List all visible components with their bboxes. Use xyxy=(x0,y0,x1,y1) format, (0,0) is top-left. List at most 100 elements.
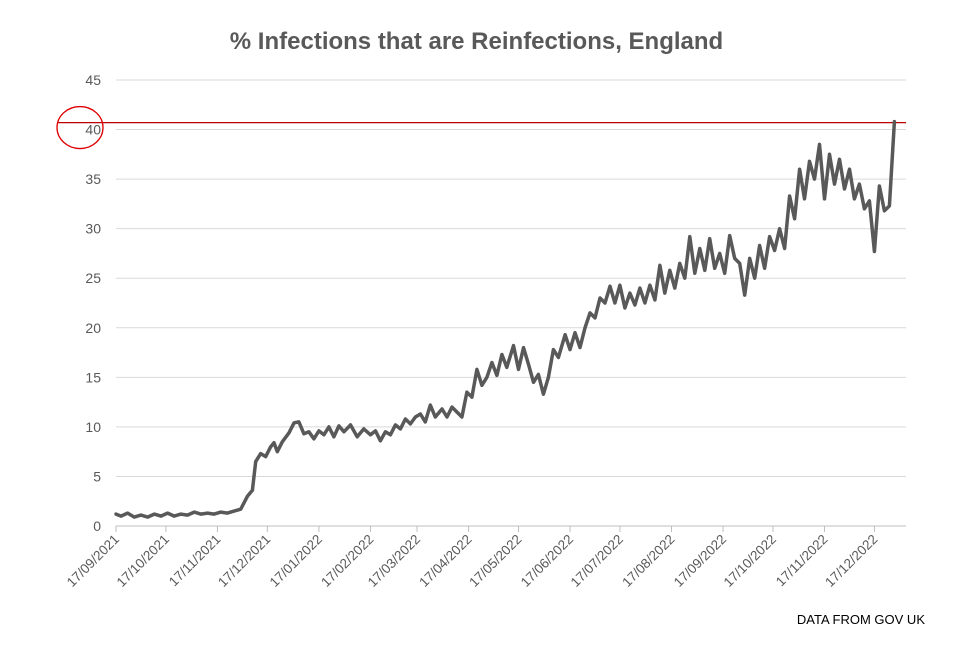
y-tick-label: 20 xyxy=(85,320,101,336)
data-point xyxy=(788,195,791,197)
data-point xyxy=(213,513,216,515)
data-point xyxy=(269,445,272,448)
data-point xyxy=(333,435,335,438)
data-point xyxy=(698,247,701,250)
data-point xyxy=(233,510,236,512)
data-point xyxy=(808,160,811,163)
data-point xyxy=(379,439,382,442)
data-point xyxy=(673,287,676,289)
y-tick-label: 10 xyxy=(85,419,101,435)
data-point xyxy=(738,262,741,265)
data-point xyxy=(409,423,412,425)
chart-title: % Infections that are Reinfections, Engl… xyxy=(229,28,724,55)
data-point xyxy=(456,411,458,413)
y-tick-label: 15 xyxy=(85,369,101,385)
data-point xyxy=(537,373,540,376)
data-point xyxy=(753,277,756,280)
data-point xyxy=(362,428,365,430)
y-tick-label: 5 xyxy=(93,468,101,484)
data-point xyxy=(308,430,310,433)
data-point xyxy=(259,452,262,455)
data-point xyxy=(318,430,320,432)
data-point xyxy=(293,422,295,424)
data-point xyxy=(466,391,468,394)
data-point xyxy=(298,421,300,423)
x-tick-label: 17/09/2022 xyxy=(671,532,729,590)
data-point xyxy=(522,346,525,349)
series-line xyxy=(114,119,897,519)
data-point xyxy=(505,366,508,369)
data-point xyxy=(893,120,896,123)
data-point xyxy=(527,363,530,366)
highlight-circle xyxy=(56,105,104,150)
data-point xyxy=(323,433,325,436)
data-point xyxy=(813,178,816,181)
data-point xyxy=(654,299,656,301)
data-point xyxy=(663,292,666,294)
data-point xyxy=(858,183,861,186)
data-point xyxy=(313,437,315,440)
data-point xyxy=(552,348,555,351)
x-tick-label: 17/12/2022 xyxy=(822,532,880,590)
y-tick-label: 35 xyxy=(85,171,101,187)
data-point xyxy=(542,393,545,396)
data-point xyxy=(486,376,488,379)
data-point xyxy=(589,312,591,314)
data-point xyxy=(693,272,696,275)
x-tick-label: 17/11/2021 xyxy=(166,532,224,590)
data-point xyxy=(206,512,209,514)
data-point xyxy=(160,515,162,517)
data-point xyxy=(604,302,606,304)
data-point xyxy=(818,143,821,146)
x-tick-label: 17/09/2021 xyxy=(64,532,122,590)
data-point xyxy=(624,307,626,309)
data-point xyxy=(356,435,359,438)
data-point xyxy=(288,431,290,434)
data-point xyxy=(848,168,851,171)
data-point xyxy=(678,262,681,265)
data-point xyxy=(838,158,841,161)
data-point xyxy=(888,205,891,207)
data-point xyxy=(579,346,581,349)
data-point xyxy=(338,425,340,427)
source-note: DATA FROM GOV UK xyxy=(796,612,925,627)
y-tick-label: 30 xyxy=(85,221,101,237)
data-point xyxy=(491,361,493,364)
data-point xyxy=(718,252,721,255)
data-point xyxy=(547,376,550,379)
data-point xyxy=(853,198,856,200)
y-tick-label: 0 xyxy=(93,518,101,534)
data-point xyxy=(594,317,596,319)
data-point xyxy=(883,209,886,212)
data-point xyxy=(239,508,242,511)
data-point xyxy=(369,433,372,436)
data-point xyxy=(634,304,636,306)
data-point xyxy=(441,408,443,410)
data-point xyxy=(532,381,535,384)
data-point xyxy=(264,455,267,458)
x-tick-label: 17/06/2022 xyxy=(518,532,576,590)
data-point xyxy=(683,277,686,280)
data-point xyxy=(328,426,330,428)
x-tick-label: 17/05/2022 xyxy=(466,532,524,590)
data-point xyxy=(226,512,229,514)
data-point xyxy=(140,514,142,516)
data-point xyxy=(476,368,478,371)
data-point xyxy=(557,356,560,359)
data-point xyxy=(768,235,771,238)
data-point xyxy=(798,168,801,171)
data-point xyxy=(471,396,473,399)
x-tick-label: 17/04/2022 xyxy=(416,532,474,590)
data-point xyxy=(273,441,275,444)
data-point xyxy=(199,513,202,515)
x-tick-label: 17/12/2021 xyxy=(215,532,273,590)
data-point xyxy=(609,285,611,288)
data-point xyxy=(833,183,836,186)
data-point xyxy=(614,302,616,304)
data-point xyxy=(501,353,503,356)
data-point xyxy=(728,234,731,237)
data-point xyxy=(419,413,422,415)
data-point xyxy=(708,237,711,240)
data-point xyxy=(564,333,566,336)
x-tick-label: 17/07/2022 xyxy=(568,532,626,590)
